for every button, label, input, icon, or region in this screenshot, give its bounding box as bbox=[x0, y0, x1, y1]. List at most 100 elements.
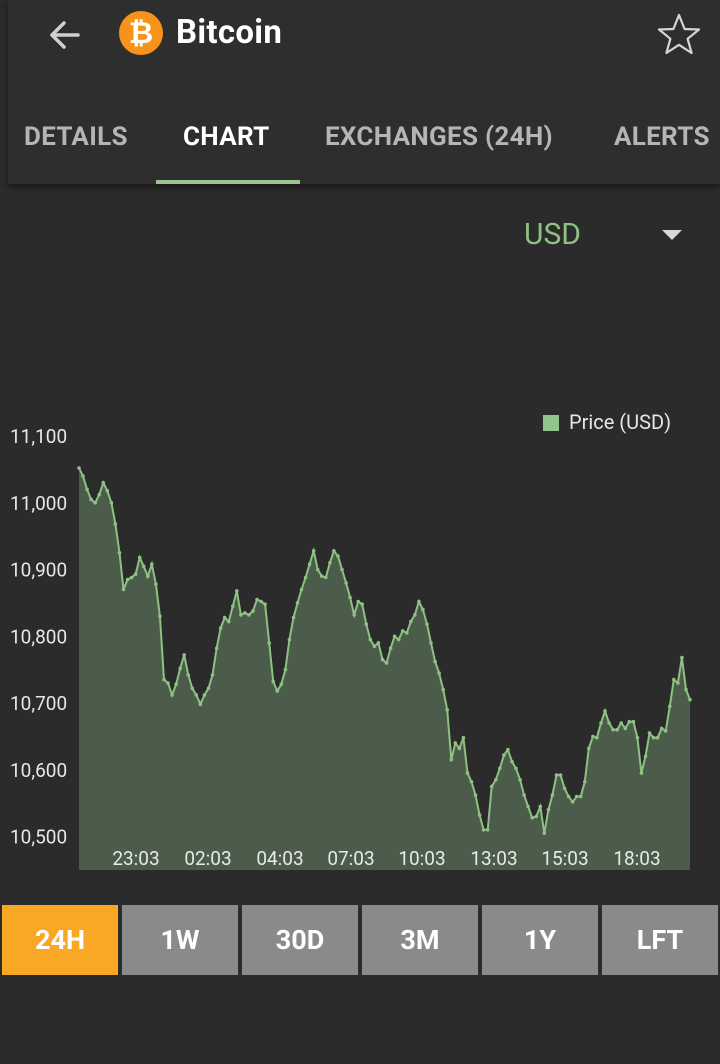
price-point bbox=[510, 759, 514, 764]
price-point bbox=[388, 646, 393, 651]
y-tick-label: 10,700 bbox=[10, 692, 67, 715]
tab-bar: DETAILS CHART EXCHANGES (24H) ALERTS bbox=[8, 116, 720, 184]
price-point bbox=[421, 607, 425, 612]
price-point bbox=[684, 687, 688, 692]
price-point bbox=[97, 492, 101, 497]
price-point bbox=[522, 793, 526, 797]
price-point bbox=[546, 808, 551, 812]
price-point bbox=[396, 637, 401, 642]
price-point bbox=[190, 686, 195, 691]
price-point bbox=[542, 831, 547, 835]
price-point bbox=[267, 641, 272, 645]
price-point bbox=[356, 599, 361, 604]
price-point bbox=[320, 574, 324, 578]
price-point bbox=[413, 613, 417, 617]
price-point bbox=[113, 522, 118, 526]
price-point bbox=[336, 554, 340, 558]
price-point bbox=[214, 646, 219, 651]
price-point bbox=[247, 613, 251, 617]
range-3m-button[interactable]: 3M bbox=[362, 905, 478, 975]
price-point bbox=[498, 766, 502, 771]
price-point bbox=[364, 622, 369, 626]
price-point bbox=[437, 671, 441, 675]
price-point bbox=[647, 731, 652, 735]
price-point bbox=[291, 615, 296, 620]
y-tick-label: 11,100 bbox=[10, 425, 67, 448]
price-point bbox=[680, 655, 684, 660]
price-point bbox=[578, 794, 583, 799]
price-point bbox=[473, 793, 478, 797]
range-lifetime-button[interactable]: LFT bbox=[602, 905, 718, 975]
price-point bbox=[307, 562, 312, 566]
price-point bbox=[655, 735, 660, 740]
range-1y-button[interactable]: 1Y bbox=[482, 905, 598, 975]
back-arrow-icon[interactable] bbox=[44, 14, 86, 56]
tab-exchanges[interactable]: EXCHANGES (24H) bbox=[325, 122, 553, 152]
price-point bbox=[441, 687, 446, 692]
price-point bbox=[570, 800, 575, 804]
price-point bbox=[202, 693, 207, 697]
price-point bbox=[400, 629, 405, 633]
price-point bbox=[372, 644, 377, 649]
price-point bbox=[457, 746, 462, 751]
price-point bbox=[554, 773, 559, 777]
price-point bbox=[562, 786, 567, 791]
price-point bbox=[574, 794, 579, 799]
price-point bbox=[615, 727, 619, 732]
price-point bbox=[623, 726, 628, 731]
price-point bbox=[461, 735, 466, 740]
price-point bbox=[469, 780, 474, 784]
tab-chart[interactable]: CHART bbox=[183, 122, 270, 152]
price-point bbox=[360, 602, 365, 606]
price-point bbox=[631, 719, 636, 724]
x-tick-label: 02:03 bbox=[184, 847, 231, 870]
range-24h-button[interactable]: 24H bbox=[2, 905, 118, 975]
price-point bbox=[340, 567, 344, 572]
favorite-star-icon[interactable] bbox=[656, 12, 702, 58]
price-point bbox=[198, 702, 203, 707]
price-point bbox=[477, 813, 482, 817]
price-point bbox=[583, 780, 587, 784]
x-tick-label: 18:03 bbox=[613, 847, 660, 870]
currency-dropdown[interactable]: USD bbox=[524, 213, 694, 259]
price-point bbox=[538, 804, 543, 809]
price-point bbox=[251, 609, 255, 613]
range-30d-button[interactable]: 30D bbox=[242, 905, 358, 975]
price-point bbox=[485, 828, 490, 832]
price-point bbox=[506, 747, 510, 752]
price-point bbox=[121, 587, 126, 592]
price-point bbox=[243, 611, 247, 615]
page-title: Bitcoin bbox=[176, 13, 283, 52]
price-point bbox=[688, 697, 692, 702]
price-chart[interactable]: 10,500 10,600 10,700 10,800 10,900 11,000 11,1… bbox=[0, 420, 720, 880]
price-point bbox=[659, 726, 664, 731]
price-point bbox=[599, 721, 603, 725]
price-point bbox=[619, 721, 623, 725]
price-point bbox=[405, 631, 409, 635]
price-point bbox=[259, 599, 263, 604]
price-point bbox=[279, 682, 284, 687]
price-point bbox=[445, 707, 450, 712]
price-line bbox=[78, 467, 691, 834]
price-point bbox=[271, 679, 276, 684]
price-point bbox=[566, 794, 571, 799]
price-point bbox=[481, 828, 486, 832]
price-point bbox=[255, 597, 259, 602]
price-point bbox=[226, 619, 231, 624]
price-point bbox=[311, 549, 316, 553]
price-point bbox=[514, 766, 518, 771]
tab-alerts[interactable]: ALERTS bbox=[614, 122, 710, 152]
price-point bbox=[105, 488, 110, 493]
price-point bbox=[607, 721, 611, 725]
bitcoin-logo-icon: ₿ bbox=[119, 11, 163, 55]
price-point bbox=[222, 615, 227, 620]
tab-details[interactable]: DETAILS bbox=[24, 122, 128, 152]
price-point bbox=[558, 773, 563, 777]
price-point bbox=[384, 661, 389, 665]
price-point bbox=[206, 686, 211, 691]
price-point bbox=[295, 601, 300, 605]
price-point bbox=[170, 693, 174, 697]
range-1w-button[interactable]: 1W bbox=[122, 905, 238, 975]
price-point bbox=[77, 466, 81, 470]
price-point bbox=[328, 561, 332, 565]
